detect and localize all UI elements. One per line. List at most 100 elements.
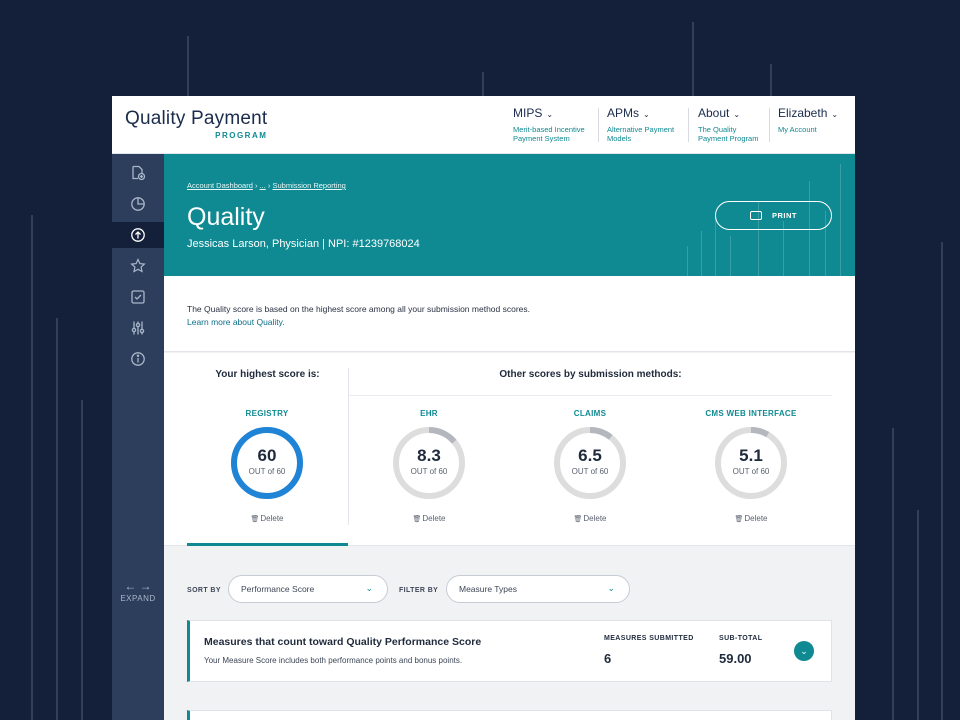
logo-subtitle: PROGRAM — [215, 131, 268, 140]
breadcrumb-link[interactable]: ... — [259, 181, 266, 190]
print-label: PRINT — [772, 211, 797, 220]
expand-arrows-icon: ← → — [124, 579, 152, 593]
background-line — [917, 510, 919, 720]
delete-button[interactable]: 🗑Delete — [691, 514, 811, 523]
sidebar-item-checklist[interactable] — [112, 284, 164, 310]
measures-submitted-label: MEASURES SUBMITTED — [604, 635, 694, 642]
filter-by-select[interactable]: Measure Types ⌄ — [446, 575, 630, 603]
trash-icon: 🗑 — [573, 516, 583, 523]
sidebar-item-info[interactable] — [112, 346, 164, 372]
scores-panel: Your highest score is: Other scores by s… — [164, 353, 855, 546]
score-column: CLAIMS 6.5 OUT of 60 🗑Delete — [530, 409, 650, 523]
sidebar-item-submission[interactable] — [112, 222, 164, 248]
background-line — [770, 64, 772, 96]
sidebar-item-add-document[interactable] — [112, 160, 164, 186]
nav-label: APMs — [607, 106, 640, 120]
background-line — [31, 215, 33, 720]
nav-item-account[interactable]: Elizabeth ⌄ My Account — [778, 106, 838, 134]
trash-icon: 🗑 — [412, 516, 422, 523]
logo-title: Quality Payment — [125, 108, 268, 129]
hero-decoration — [701, 231, 702, 276]
sidebar-item-reports[interactable] — [112, 191, 164, 217]
info-icon — [131, 352, 145, 366]
sidebar-expand-button[interactable]: ← → EXPAND — [112, 579, 164, 603]
score-out-of: OUT of 60 — [571, 467, 609, 476]
chevron-down-icon: ⌄ — [607, 583, 615, 593]
nav-item-apms[interactable]: APMs ⌄ Alternative Payment Models — [607, 106, 674, 143]
expand-label: EXPAND — [120, 594, 156, 603]
score-ring: 6.5 OUT of 60 — [553, 426, 627, 500]
filter-by-label: FILTER BY — [399, 587, 439, 594]
background-line — [56, 318, 58, 720]
learn-more-link[interactable]: Learn more about Quality. — [187, 317, 285, 327]
breadcrumb-link[interactable]: Account Dashboard — [187, 181, 253, 190]
delete-button[interactable]: 🗑Delete — [369, 514, 489, 523]
submission-method-label: CLAIMS — [573, 409, 607, 418]
measures-section: SORT BY Performance Score ⌄ FILTER BY Me… — [164, 547, 855, 720]
intro-text: The Quality score is based on the highes… — [187, 304, 531, 314]
submission-method-label: CMS WEB INTERFACE — [705, 409, 797, 418]
delete-label: Delete — [744, 514, 768, 523]
divider — [348, 368, 349, 525]
score-value: 6.5 — [578, 446, 602, 465]
hero-decoration — [825, 211, 826, 276]
submission-method-label: EHR — [420, 409, 438, 418]
background-line — [81, 400, 83, 720]
nav-sub: Merit-based Incentive — [513, 125, 585, 134]
score-ring-graphic — [231, 427, 303, 499]
top-navigation-bar: Quality Payment PROGRAM MIPS ⌄ Merit-base… — [112, 96, 855, 154]
chevron-down-icon: ⌄ — [733, 110, 741, 119]
trash-icon: 🗑 — [250, 516, 260, 523]
breadcrumb-link[interactable]: Submission Reporting — [272, 181, 346, 190]
next-measures-card[interactable] — [187, 710, 832, 720]
print-button[interactable]: PRINT — [715, 201, 832, 230]
nav-sub: Payment Program — [698, 134, 759, 143]
sub-total-label: SUB-TOTAL — [719, 635, 763, 642]
qpp-logo[interactable]: Quality Payment PROGRAM — [125, 108, 267, 140]
nav-item-about[interactable]: About ⌄ The Quality Payment Program — [698, 106, 758, 143]
filter-by-value: Measure Types — [459, 584, 517, 594]
nav-label: About — [698, 106, 730, 120]
score-out-of: OUT of 60 — [410, 467, 448, 476]
hero-decoration — [758, 201, 759, 276]
sidebar-item-settings[interactable] — [112, 315, 164, 341]
score-ring-graphic — [715, 427, 787, 499]
score-ring-graphic — [554, 427, 626, 499]
sort-by-label: SORT BY — [187, 587, 221, 594]
hero-decoration — [840, 164, 841, 276]
measures-card-subtitle: Your Measure Score includes both perform… — [204, 656, 463, 665]
nav-divider — [598, 108, 599, 142]
sub-total-value: 59.00 — [719, 651, 752, 666]
nav-sub: The Quality — [698, 125, 737, 134]
add-document-icon — [132, 165, 146, 181]
sidebar: ← → EXPAND — [112, 154, 164, 720]
sidebar-item-favorites[interactable] — [112, 253, 164, 279]
chevron-down-icon: ⌄ — [800, 645, 808, 656]
expand-toggle-button[interactable]: ⌄ — [794, 641, 814, 661]
nav-item-mips[interactable]: MIPS ⌄ Merit-based Incentive Payment Syste… — [513, 106, 585, 143]
page-title: Quality — [187, 203, 265, 231]
score-ring: 5.1 OUT of 60 — [714, 426, 788, 500]
nav-sub: Alternative Payment — [607, 125, 675, 134]
nav-label: MIPS — [513, 106, 543, 120]
sort-by-value: Performance Score — [241, 584, 315, 594]
divider — [349, 395, 832, 396]
sort-by-select[interactable]: Performance Score ⌄ — [228, 575, 388, 603]
delete-button[interactable]: 🗑Delete — [207, 514, 327, 523]
chevron-down-icon: ⌄ — [643, 110, 650, 119]
measures-card[interactable]: Measures that count toward Quality Perfo… — [187, 620, 832, 682]
intro-section: The Quality score is based on the highes… — [164, 276, 855, 352]
score-ring: 60 OUT of 60 — [230, 426, 304, 500]
upload-icon — [131, 228, 145, 242]
submission-method-label: REGISTRY — [245, 409, 289, 418]
pie-chart-icon — [131, 197, 145, 211]
sliders-icon — [131, 321, 145, 335]
background-line — [941, 242, 943, 720]
nav-sub: My Account — [778, 125, 817, 134]
delete-button[interactable]: 🗑Delete — [530, 514, 650, 523]
nav-label: Elizabeth — [778, 106, 828, 120]
delete-label: Delete — [260, 514, 284, 523]
chevron-down-icon: ⌄ — [365, 583, 373, 593]
score-value: 8.3 — [417, 446, 441, 465]
score-column: REGISTRY 60 OUT of 60 🗑Delete — [207, 409, 327, 523]
